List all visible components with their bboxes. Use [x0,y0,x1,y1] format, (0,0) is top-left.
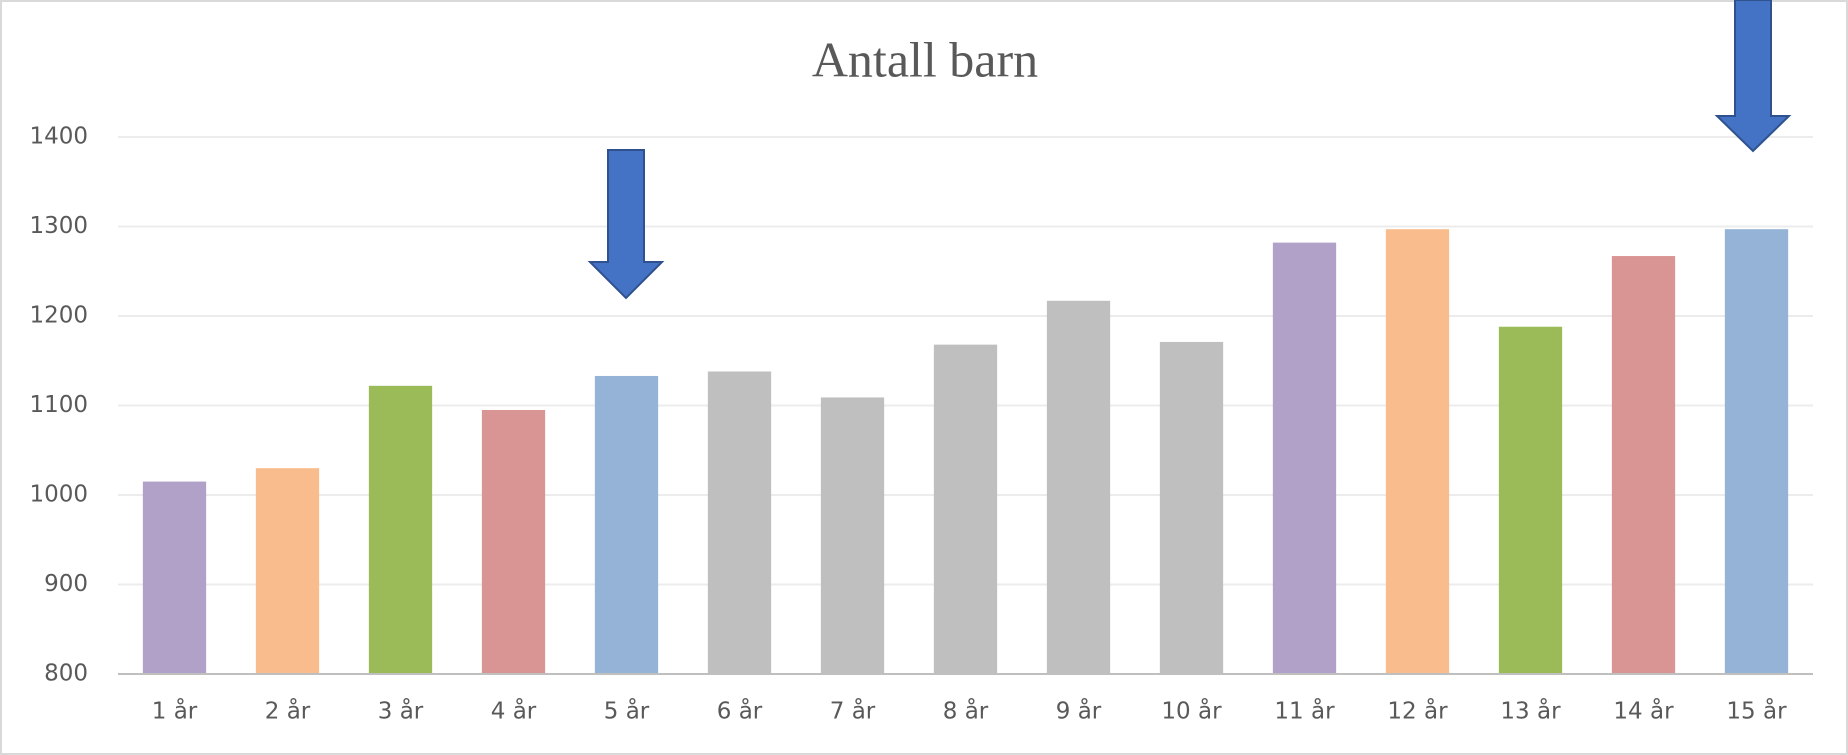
bar [1046,300,1111,674]
bar [1272,242,1337,675]
bar [707,371,772,674]
bar [368,385,433,674]
x-tick-label: 7 år [830,697,876,725]
y-tick-label: 1300 [29,213,88,239]
x-tick-label: 11 år [1274,697,1335,725]
y-tick-label: 1000 [29,482,88,508]
bar [1498,326,1563,674]
x-tick-label: 9 år [1056,697,1102,725]
arrow [1714,0,1792,153]
y-tick-label: 900 [44,571,88,597]
bar [255,468,320,674]
bar [1724,229,1789,674]
x-tick-label: 1 år [152,697,198,725]
x-tick-label: 15 år [1726,697,1787,725]
y-tick-label: 800 [44,661,88,687]
x-tick-label: 14 år [1613,697,1674,725]
bar [1385,229,1450,674]
bar [933,344,998,674]
bar [1159,341,1224,674]
bar [481,409,546,674]
chart-title: Antall barn [812,31,1038,87]
bar [1611,256,1676,674]
x-tick-label: 10 år [1161,697,1222,725]
bar [142,481,207,674]
x-tick-label: 5 år [604,697,650,725]
x-tick-label: 3 år [378,697,424,725]
x-tick-label: 12 år [1387,697,1448,725]
x-tick-label: 4 år [491,697,537,725]
bar [594,375,659,674]
y-tick-label: 1400 [29,124,88,150]
x-tick-label: 6 år [717,697,763,725]
arrow [587,149,665,300]
x-tick-label: 8 år [943,697,989,725]
bar [820,397,885,674]
plot-area: 800 900 1000 1100 1200 1300 1400 1 år 2 år 3 år 4 … [29,124,1813,725]
y-tick-label: 1100 [29,392,88,418]
x-tick-label: 13 år [1500,697,1561,725]
y-tick-label: 1200 [29,303,88,329]
x-tick-label: 2 år [265,697,311,725]
